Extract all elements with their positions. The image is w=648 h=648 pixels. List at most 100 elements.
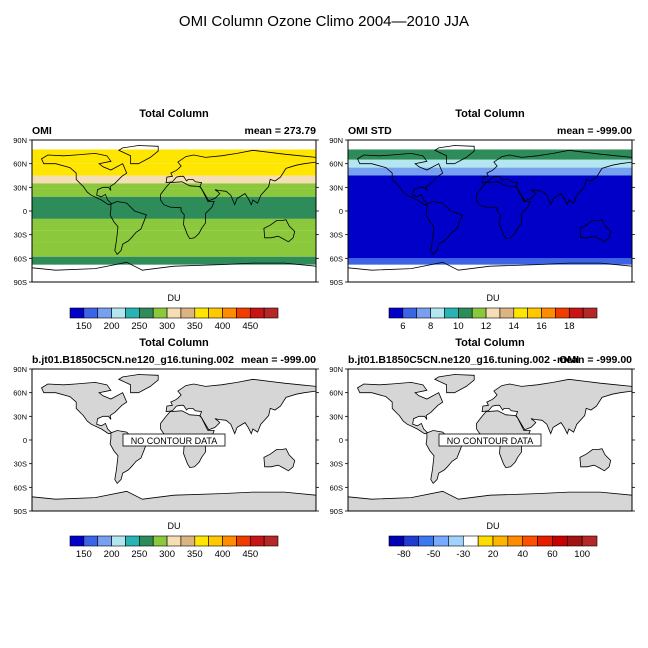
map-panel-3: Total Column b.jt01.B1850C5CN.ne120_g16.t…	[13, 337, 319, 560]
lat-tick-label: 0	[23, 207, 27, 216]
colorbar-swatch	[152, 307, 168, 319]
contour-band	[32, 230, 316, 243]
contour-band	[32, 183, 316, 189]
colorbar-unit: DU	[168, 521, 181, 531]
coastline-greenland	[117, 145, 159, 165]
lat-tick-label: 30S	[330, 460, 343, 469]
colorbar-swatch	[249, 535, 265, 547]
lat-tick-label: 60N	[329, 160, 343, 169]
colorbar-swatch	[236, 535, 251, 547]
coastline-australia	[263, 219, 296, 243]
colorbar-swatch	[492, 535, 509, 547]
colorbar-tick-label: 250	[131, 549, 147, 560]
lat-tick-label: 90S	[330, 278, 343, 287]
colorbar-unit: DU	[487, 293, 500, 303]
no-contour-data-label: NO CONTOUR DATA	[447, 436, 534, 446]
panel-left-label: b.jt01.B1850C5CN.ne120_g16.tuning.002 - …	[348, 354, 579, 366]
colorbar-swatch	[541, 307, 556, 319]
map-panel-1: Total Column OMI mean = 273.79 90N 60N 30N 0 30…	[13, 108, 319, 332]
no-data-box	[122, 433, 226, 447]
colorbar-swatch	[477, 535, 494, 547]
contour-band	[32, 256, 316, 265]
panel-title: Total Column	[455, 108, 525, 120]
colorbar: DU -80 -50 -30 20 40 60 100	[388, 521, 598, 560]
colorbar-swatch	[139, 307, 154, 319]
coastline-africa	[476, 181, 531, 240]
colorbar-swatch	[471, 307, 487, 319]
colorbar-swatch	[83, 535, 99, 547]
map-panel-2: Total Column OMI STD mean = -999.00 90N 60N 3…	[329, 108, 635, 332]
lat-tick-label: 30S	[14, 231, 27, 240]
lat-tick-label: 0	[23, 436, 27, 445]
colorbar-swatch	[403, 535, 420, 547]
lat-tick-label: 60S	[330, 483, 343, 492]
colorbar-tick-label: 450	[242, 321, 258, 332]
colorbar-swatch	[263, 307, 279, 319]
lat-tick-label: 60N	[13, 160, 27, 169]
colorbar-swatch	[180, 307, 196, 319]
lat-tick-label: 30N	[13, 183, 27, 192]
colorbar-tick-label: 10	[453, 321, 464, 332]
panel-left-label: b.jt01.B1850C5CN.ne120_g16.tuning.002	[32, 354, 234, 366]
colorbar-swatch	[513, 307, 528, 319]
colorbar-swatch	[111, 307, 126, 319]
panel-right-label: mean = -999.00	[557, 354, 632, 366]
no-data-box	[438, 433, 542, 447]
colorbar-swatch	[152, 535, 168, 547]
lat-tick-label: 0	[339, 207, 343, 216]
colorbar-tick-label: 200	[104, 321, 120, 332]
land-north-america	[40, 381, 128, 435]
colorbar-tick-label: 400	[215, 549, 231, 560]
contour-band	[32, 196, 316, 219]
colorbar-swatch	[125, 307, 140, 319]
colorbar-swatch	[418, 535, 434, 547]
lat-tick-label: 90N	[13, 136, 27, 145]
land-greenland	[117, 374, 159, 394]
panel-left-label: OMI STD	[348, 125, 392, 137]
colorbar-tick-label: 300	[159, 549, 175, 560]
colorbar-swatch	[416, 307, 431, 319]
colorbar-tick-label: -50	[427, 549, 441, 560]
lat-tick-label: 30N	[13, 412, 27, 421]
colorbar-swatch	[555, 307, 570, 319]
coastline-greenland	[433, 145, 475, 165]
colorbar-swatch	[552, 535, 568, 547]
colorbar-swatch	[249, 307, 265, 319]
colorbar-swatch	[166, 535, 182, 547]
coastline-antarctica	[32, 261, 316, 282]
colorbar-swatch	[388, 535, 405, 547]
contour-band	[348, 258, 632, 265]
lat-tick-label: 60N	[13, 389, 27, 398]
lat-tick-label: 0	[339, 436, 343, 445]
coastline-antarctica	[348, 261, 632, 282]
contour-band	[348, 149, 632, 160]
colorbar-swatch	[582, 307, 598, 319]
colorbar-tick-label: 8	[428, 321, 433, 332]
colorbar-swatch	[194, 307, 209, 319]
colorbar-swatch	[433, 535, 449, 547]
colorbar-swatch	[402, 307, 418, 319]
colorbar-swatch	[527, 307, 542, 319]
land-australia	[579, 448, 612, 472]
no-contour-data-label: NO CONTOUR DATA	[131, 436, 218, 446]
lat-tick-label: 60S	[330, 254, 343, 263]
colorbar-swatch	[537, 535, 553, 547]
colorbar-unit: DU	[487, 521, 500, 531]
lat-tick-label: 90S	[330, 507, 343, 516]
land-australia	[263, 448, 296, 472]
colorbar: DU 150 200 250 300 350 400 450	[69, 521, 279, 560]
colorbar-tick-label: 450	[242, 549, 258, 560]
lat-tick-label: 90S	[14, 278, 27, 287]
coastline-north-america	[40, 152, 128, 206]
colorbar-tick-label: 150	[76, 321, 92, 332]
coastline-australia	[579, 219, 612, 243]
map-panel-4: Total Column b.jt01.B1850C5CN.ne120_g16.t…	[329, 337, 635, 560]
colorbar-tick-label: 250	[131, 321, 147, 332]
colorbar-unit: DU	[168, 293, 181, 303]
colorbar-swatch	[194, 535, 209, 547]
colorbar-swatch	[448, 535, 464, 547]
lat-tick-label: 30S	[14, 460, 27, 469]
coastline-eurasia	[165, 149, 316, 206]
colorbar-tick-label: -30	[456, 549, 470, 560]
